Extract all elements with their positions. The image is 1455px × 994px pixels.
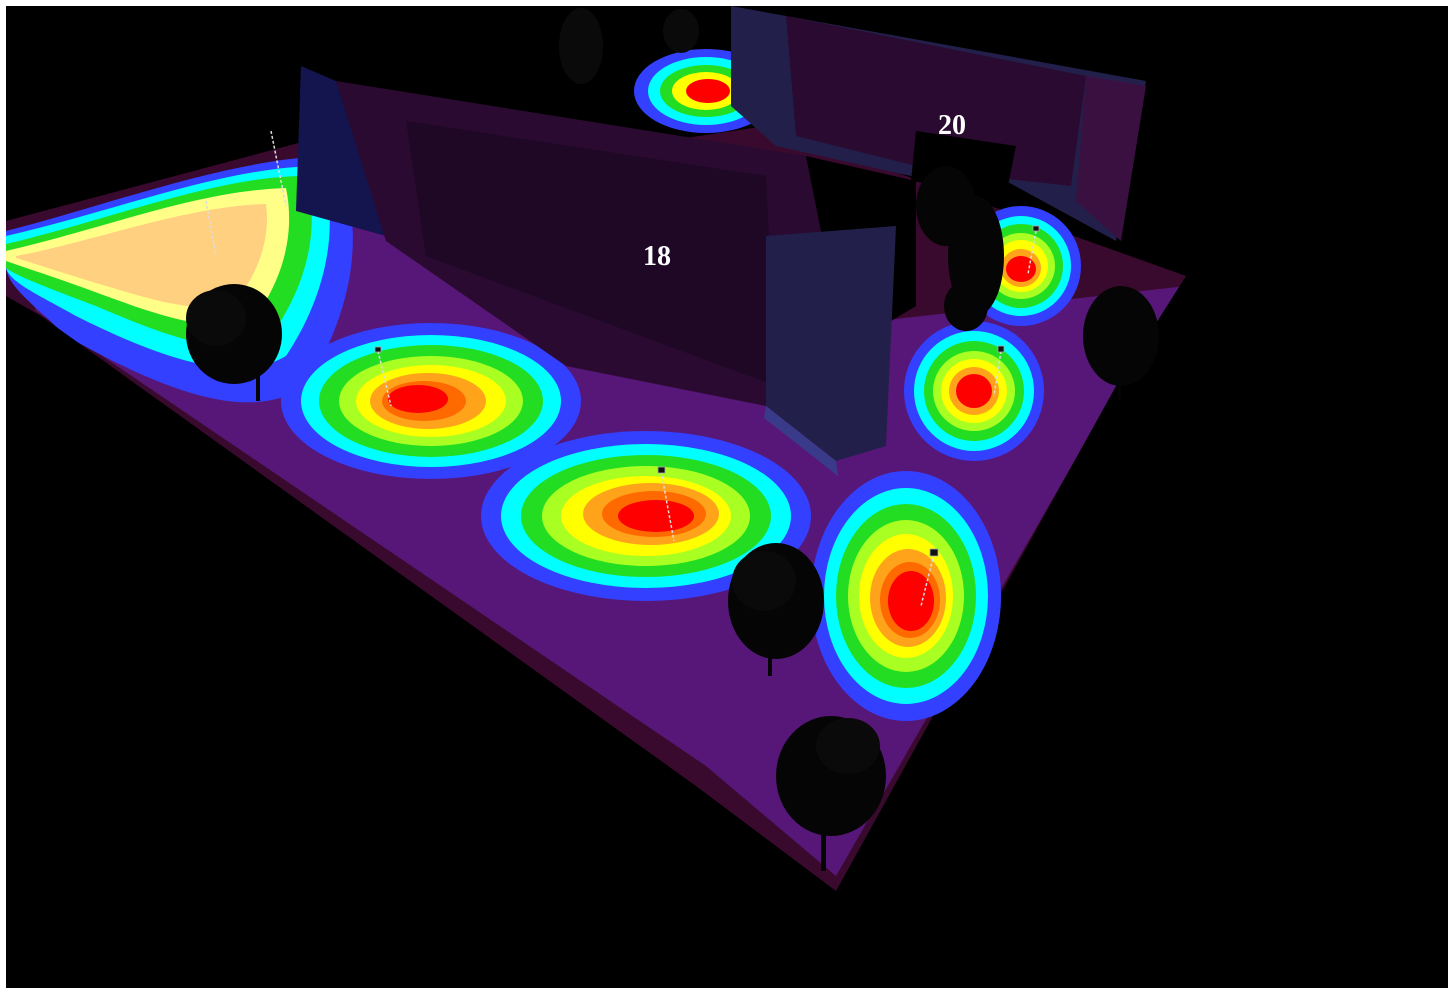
luminaire-heads (374, 225, 1040, 557)
contour-left-peach (16, 204, 267, 308)
trees (186, 8, 1159, 871)
tree-building-corner (916, 166, 1004, 331)
tree-top (559, 8, 699, 84)
render-viewport[interactable]: 18 20 (6, 6, 1448, 988)
building-20 (731, 6, 1146, 241)
light-pool-a (281, 323, 581, 479)
tree-left (186, 284, 282, 401)
luminaires (205, 130, 1037, 607)
illuminance-pools (281, 49, 1081, 721)
light-pool-d (904, 321, 1044, 461)
building-label-20: 20 (938, 110, 966, 141)
light-pool-b (481, 431, 811, 601)
tree-bottom (776, 716, 886, 871)
tree-right (1083, 286, 1159, 401)
building-label-18: 18 (643, 241, 671, 272)
tree-center (728, 543, 824, 676)
light-pool-c (811, 471, 1001, 721)
illuminance-render (6, 6, 1186, 891)
building-18 (296, 66, 916, 476)
